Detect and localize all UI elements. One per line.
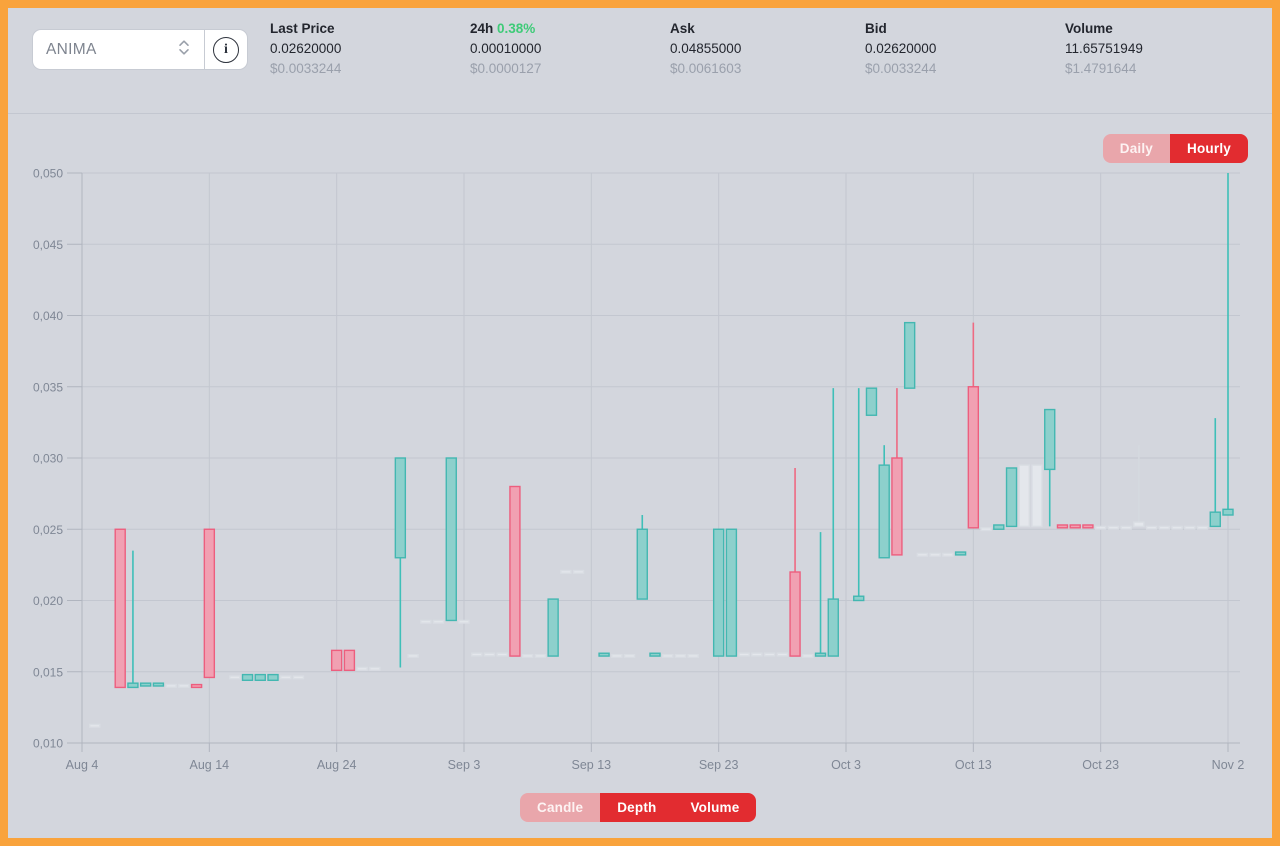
stat-bid: Bid 0.02620000 $0.0033244: [865, 21, 936, 81]
svg-text:0,040: 0,040: [33, 309, 63, 323]
svg-text:Oct 23: Oct 23: [1082, 758, 1119, 772]
stat-volume: Volume 11.65751949 $1.4791644: [1065, 21, 1143, 81]
stat-value: 0.02620000: [865, 41, 937, 56]
svg-text:0,045: 0,045: [33, 238, 63, 252]
stat-value: 0.02620000: [270, 41, 342, 56]
stat-value: 11.65751949: [1065, 41, 1143, 56]
stat-ask: Ask 0.04855000 $0.0061603: [670, 21, 741, 81]
svg-text:0,025: 0,025: [33, 523, 63, 537]
svg-text:0,050: 0,050: [33, 167, 63, 181]
svg-text:Sep 13: Sep 13: [572, 758, 612, 772]
stat-usd: $1.4791644: [1065, 61, 1137, 76]
market-stats: Last Price 0.02620000 $0.0033244 24h 0.3…: [8, 21, 1272, 101]
stat-label: Ask: [670, 21, 695, 36]
depth-button[interactable]: Depth: [600, 793, 674, 822]
stat-value: 0.00010000: [470, 41, 542, 56]
stat-last-price: Last Price 0.02620000 $0.0033244: [270, 21, 341, 81]
stat-label: Bid: [865, 21, 887, 36]
volume-button[interactable]: Volume: [673, 793, 757, 822]
chevron-up-down-icon: [177, 39, 191, 61]
svg-text:Aug 14: Aug 14: [190, 758, 230, 772]
svg-text:Oct 13: Oct 13: [955, 758, 992, 772]
svg-text:0,035: 0,035: [33, 380, 63, 394]
app-frame: 0,050 0,045 0,040 0,035 0,030 0,025 0,020 0,015…: [8, 8, 1272, 838]
svg-text:Aug 24: Aug 24: [317, 758, 357, 772]
stat-value: 0.04855000: [670, 41, 742, 56]
svg-text:0,030: 0,030: [33, 452, 63, 466]
candlestick-chart: 0,050 0,045 0,040 0,035 0,030 0,025 0,020 0,015…: [33, 167, 1245, 773]
svg-text:Nov 2: Nov 2: [1212, 758, 1245, 772]
svg-text:0,015: 0,015: [33, 665, 63, 679]
svg-text:Sep 3: Sep 3: [448, 758, 481, 772]
stat-label: 24h 0.38%: [470, 21, 536, 36]
stat-usd: $0.0033244: [270, 61, 342, 76]
stat-label: Volume: [1065, 21, 1113, 36]
info-button[interactable]: i: [204, 30, 247, 69]
candle-button[interactable]: Candle: [520, 793, 601, 822]
info-icon: i: [213, 36, 239, 63]
view-toggle: Candle Depth Volume: [520, 793, 757, 822]
pair-select-value: ANIMA: [46, 40, 97, 58]
pair-select[interactable]: ANIMA i: [32, 29, 248, 70]
svg-text:Oct 3: Oct 3: [831, 758, 861, 772]
stat-24h-percent: 0.38%: [497, 21, 536, 36]
stat-usd: $0.0033244: [865, 61, 937, 76]
stat-24h: 24h 0.38% 0.00010000 $0.0000127: [470, 21, 541, 81]
timeframe-toggle: Daily Hourly: [1102, 134, 1248, 163]
hourly-button[interactable]: Hourly: [1170, 134, 1248, 163]
stat-label: Last Price: [270, 21, 335, 36]
svg-text:0,010: 0,010: [33, 737, 63, 751]
svg-text:0,020: 0,020: [33, 594, 63, 608]
pair-select-main[interactable]: ANIMA: [33, 30, 204, 69]
daily-button[interactable]: Daily: [1102, 134, 1171, 163]
stat-usd: $0.0061603: [670, 61, 742, 76]
svg-text:Aug 4: Aug 4: [66, 758, 99, 772]
svg-text:Sep 23: Sep 23: [699, 758, 739, 772]
header-divider: [8, 113, 1272, 114]
stat-usd: $0.0000127: [470, 61, 542, 76]
